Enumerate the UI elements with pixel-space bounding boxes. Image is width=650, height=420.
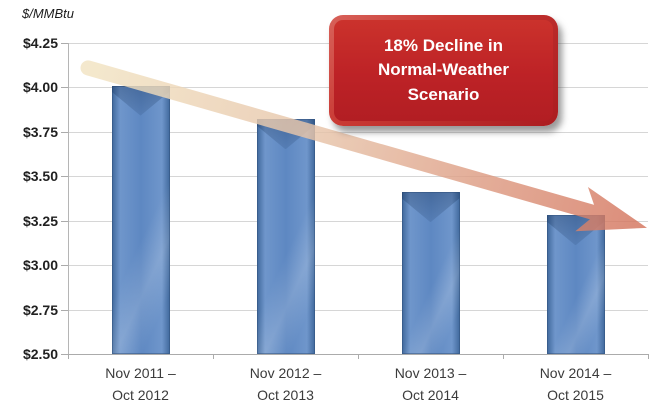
- y-axis-tick-mark: [61, 87, 68, 89]
- gridline-$2.75: [68, 309, 648, 311]
- x-axis-category-label: Nov 2013 – Oct 2014: [394, 365, 467, 403]
- gridline-$3.25: [68, 220, 648, 222]
- callout-text-line: 18% Decline in: [383, 35, 504, 55]
- y-axis-unit-label: $/MMBtu: [22, 6, 75, 21]
- x-axis-category-label: Nov 2011 – Oct 2012: [105, 365, 176, 403]
- y-axis-tick-mark: [61, 176, 68, 178]
- x-axis-tick-mark: [648, 354, 649, 359]
- y-axis-tick-label: $3.00: [22, 257, 58, 274]
- y-axis-tick-mark: [61, 131, 68, 133]
- y-axis-tick-label: $3.75: [22, 123, 58, 140]
- x-axis-tick-mark: [358, 354, 359, 359]
- y-axis-tick-label: $4.25: [22, 35, 58, 51]
- y-axis-tick-label: $3.50: [22, 168, 58, 185]
- y-axis-tick-mark: [61, 354, 68, 355]
- x-axis-category-label: Nov 2012 – Oct 2013: [249, 365, 322, 403]
- bar-1: [111, 85, 170, 354]
- x-axis-tick-mark: [68, 354, 69, 359]
- gridline-$3.00: [68, 265, 648, 267]
- y-axis-tick-label: $3.25: [22, 212, 58, 229]
- x-axis-tick-mark: [503, 354, 504, 359]
- y-axis-tick-label: $2.50: [22, 346, 58, 362]
- y-axis-tick-label: $4.00: [22, 79, 58, 96]
- y-axis-tick-mark: [61, 309, 68, 311]
- callout-text-line: Scenario: [407, 84, 480, 104]
- y-axis-tick-mark: [61, 43, 68, 44]
- bar-2: [256, 119, 315, 354]
- bar-4: [546, 215, 605, 354]
- y-axis-tick-mark: [61, 220, 68, 222]
- y-axis-tick-mark: [61, 265, 68, 267]
- y-axis-line: [68, 43, 69, 354]
- bar-3: [401, 192, 460, 354]
- x-axis-category-label: Nov 2014 – Oct 2015: [539, 365, 612, 403]
- x-axis-tick-mark: [213, 354, 214, 359]
- callout-text: 18% Decline in Normal-Weather Scenario: [334, 20, 553, 121]
- callout-box: 18% Decline in Normal-Weather Scenario: [329, 15, 558, 126]
- callout-text-line: Normal-Weather: [378, 60, 509, 80]
- y-axis-tick-label: $2.75: [22, 301, 58, 318]
